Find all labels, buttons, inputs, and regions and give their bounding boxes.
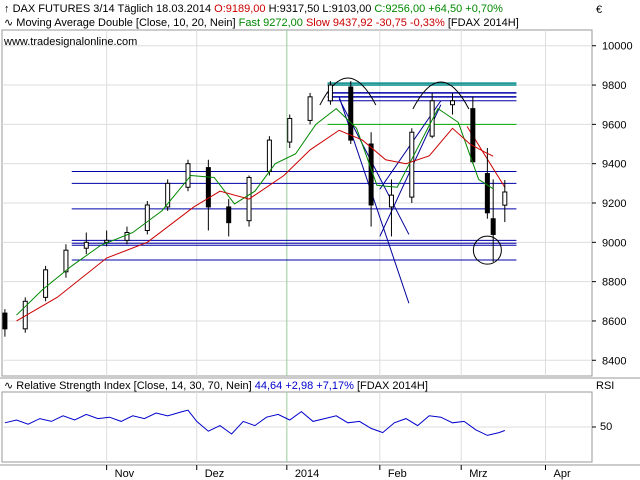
candle-body [348,86,354,141]
y-tick-label: 10000 [602,41,633,53]
candle-body [205,167,211,208]
head-arc-left [319,77,377,106]
rsi-icon: ∿ [4,380,14,392]
candle-body [226,206,232,224]
y-tick-label: 8400 [602,355,626,367]
header-date: 18.03.2014 [156,3,212,15]
candle-body [429,100,435,137]
x-tick-label: Apr [553,468,570,480]
candle-body [104,239,110,243]
candle-body [502,191,508,206]
rsi-symbol: [FDAX 2014H] [356,380,428,392]
price-panel: 10000 9800 9600 9400 9200 9000 8800 8600 8400 [1,29,633,377]
rsi-line [4,409,505,436]
change-value: +64,50 [428,3,463,15]
ma-slow-change-pct: -0,33% [409,17,445,29]
header-icon: ↑ [4,3,10,15]
rsi-value: 44,64 [254,380,283,392]
rsi-change-pct: +7,17% [316,380,354,392]
bottom-circle [472,235,502,265]
ma-indicator: Moving Average Double [Close, 10, 20, Ne… [16,17,236,29]
change-pct-value: +0,70% [465,3,503,15]
candle-body [2,312,8,330]
candle-body [484,173,490,214]
website-label: www.tradesignalonline.com [4,36,138,48]
candle-body [124,231,130,241]
y-tick-label: 9800 [602,80,626,92]
ma-slow: Slow 9437,92 [305,17,373,29]
rsi-panel [1,391,596,463]
open-value: O:9189,00 [214,3,266,15]
candle-body [63,249,69,273]
y-tick-label: 9600 [602,119,626,131]
candle-body [470,108,476,163]
candle-body [165,182,171,208]
candle-body [368,143,374,206]
ma-symbol: [FDAX 2014H] [447,17,519,29]
candle-body [307,96,313,121]
candle-body [449,100,455,106]
candle-body [185,163,191,188]
candle-body [144,204,150,232]
x-tick-label: Feb [388,468,407,480]
close-value: C:9256,00 [374,3,426,15]
candle-body [266,139,272,173]
x-tick-label: Mrz [469,468,487,480]
low-value: L:9103,00 [322,3,372,15]
rsi-indicator: Relative Strength Index [Close, 14, 30, … [16,380,252,392]
y-tick-label: 9000 [602,237,626,249]
candle-body [83,241,89,249]
candle-body [490,218,496,235]
rsi-tick-50: 50 [600,421,613,433]
x-tick-label: 2014 [295,468,319,480]
high-value: H:9317,50 [268,3,320,15]
ma-slow-change: -30,75 [375,17,407,29]
x-tick-label: Nov [115,468,135,480]
ma-icon: ∿ [4,17,14,29]
rsi-header: ∿ Relative Strength Index [Close, 14, 30… [4,380,428,393]
candle-body [287,117,293,143]
ma-fast: Fast 9272,00 [238,17,303,29]
header-line-1: ↑ DAX FUTURES 3/14 Täglich 18.03.2014 O:… [4,3,503,16]
candle-body [409,131,415,198]
y-tick-label: 8600 [602,316,626,328]
candle-body [327,84,333,102]
currency-label: € [596,4,603,16]
candle-body [43,269,49,298]
header-line-2: ∿ Moving Average Double [Close, 10, 20, … [4,17,519,30]
candle-body [388,194,394,208]
rsi-axis-label: RSI [596,380,615,392]
rsi-change: +2,98 [285,380,314,392]
head-arc-right [412,81,470,110]
x-tick-label: Dez [205,468,225,480]
y-tick-label: 9400 [602,159,626,171]
fast-ma-line [16,107,494,316]
instrument-title: DAX FUTURES 3/14 Täglich [12,3,153,15]
slow-ma-line [16,127,494,322]
y-tick-label: 8800 [602,277,626,289]
y-tick-label: 9200 [602,198,626,210]
